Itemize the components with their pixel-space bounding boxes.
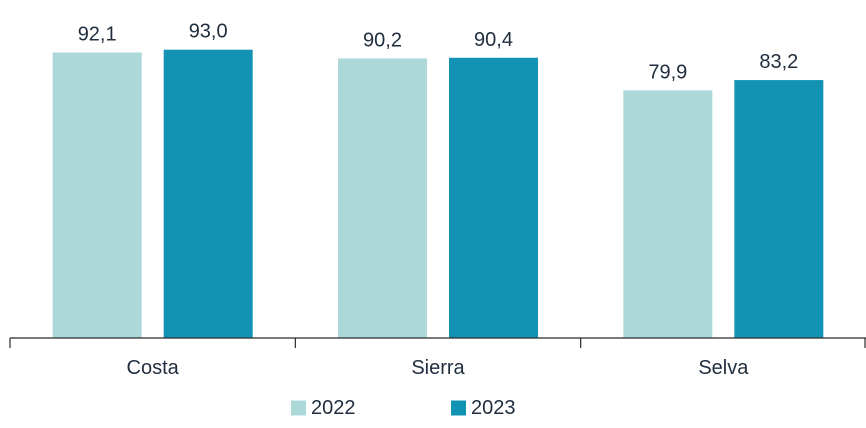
bar-selva-2023 (734, 80, 824, 338)
bar-selva-2022 (623, 90, 713, 338)
value-label-selva-2022: 79,9 (648, 61, 687, 83)
value-labels-group: 92,1 93,0 90,2 90,4 79,9 83,2 (78, 21, 799, 84)
legend: 2022 2023 (291, 397, 516, 419)
bar-costa-2022 (52, 52, 142, 339)
legend-swatch-2022 (291, 400, 306, 416)
x-tick-label-sierra: Sierra (411, 357, 465, 379)
value-label-sierra-2023: 90,4 (474, 29, 513, 51)
bar-costa-2023 (163, 49, 253, 338)
x-axis: Costa Sierra Selva (9, 337, 866, 379)
value-label-selva-2023: 83,2 (759, 51, 798, 73)
legend-swatch-2023 (451, 400, 466, 416)
x-tick-label-costa: Costa (127, 357, 180, 379)
legend-label-2022: 2022 (311, 397, 356, 419)
value-label-costa-2022: 92,1 (78, 23, 117, 45)
bars-group (52, 49, 824, 339)
x-tick-label-selva: Selva (698, 357, 749, 379)
legend-label-2023: 2023 (471, 397, 516, 419)
value-label-costa-2023: 93,0 (189, 21, 228, 43)
bar-sierra-2023 (449, 57, 538, 338)
bar-sierra-2022 (338, 58, 427, 338)
value-label-sierra-2022: 90,2 (363, 29, 402, 51)
